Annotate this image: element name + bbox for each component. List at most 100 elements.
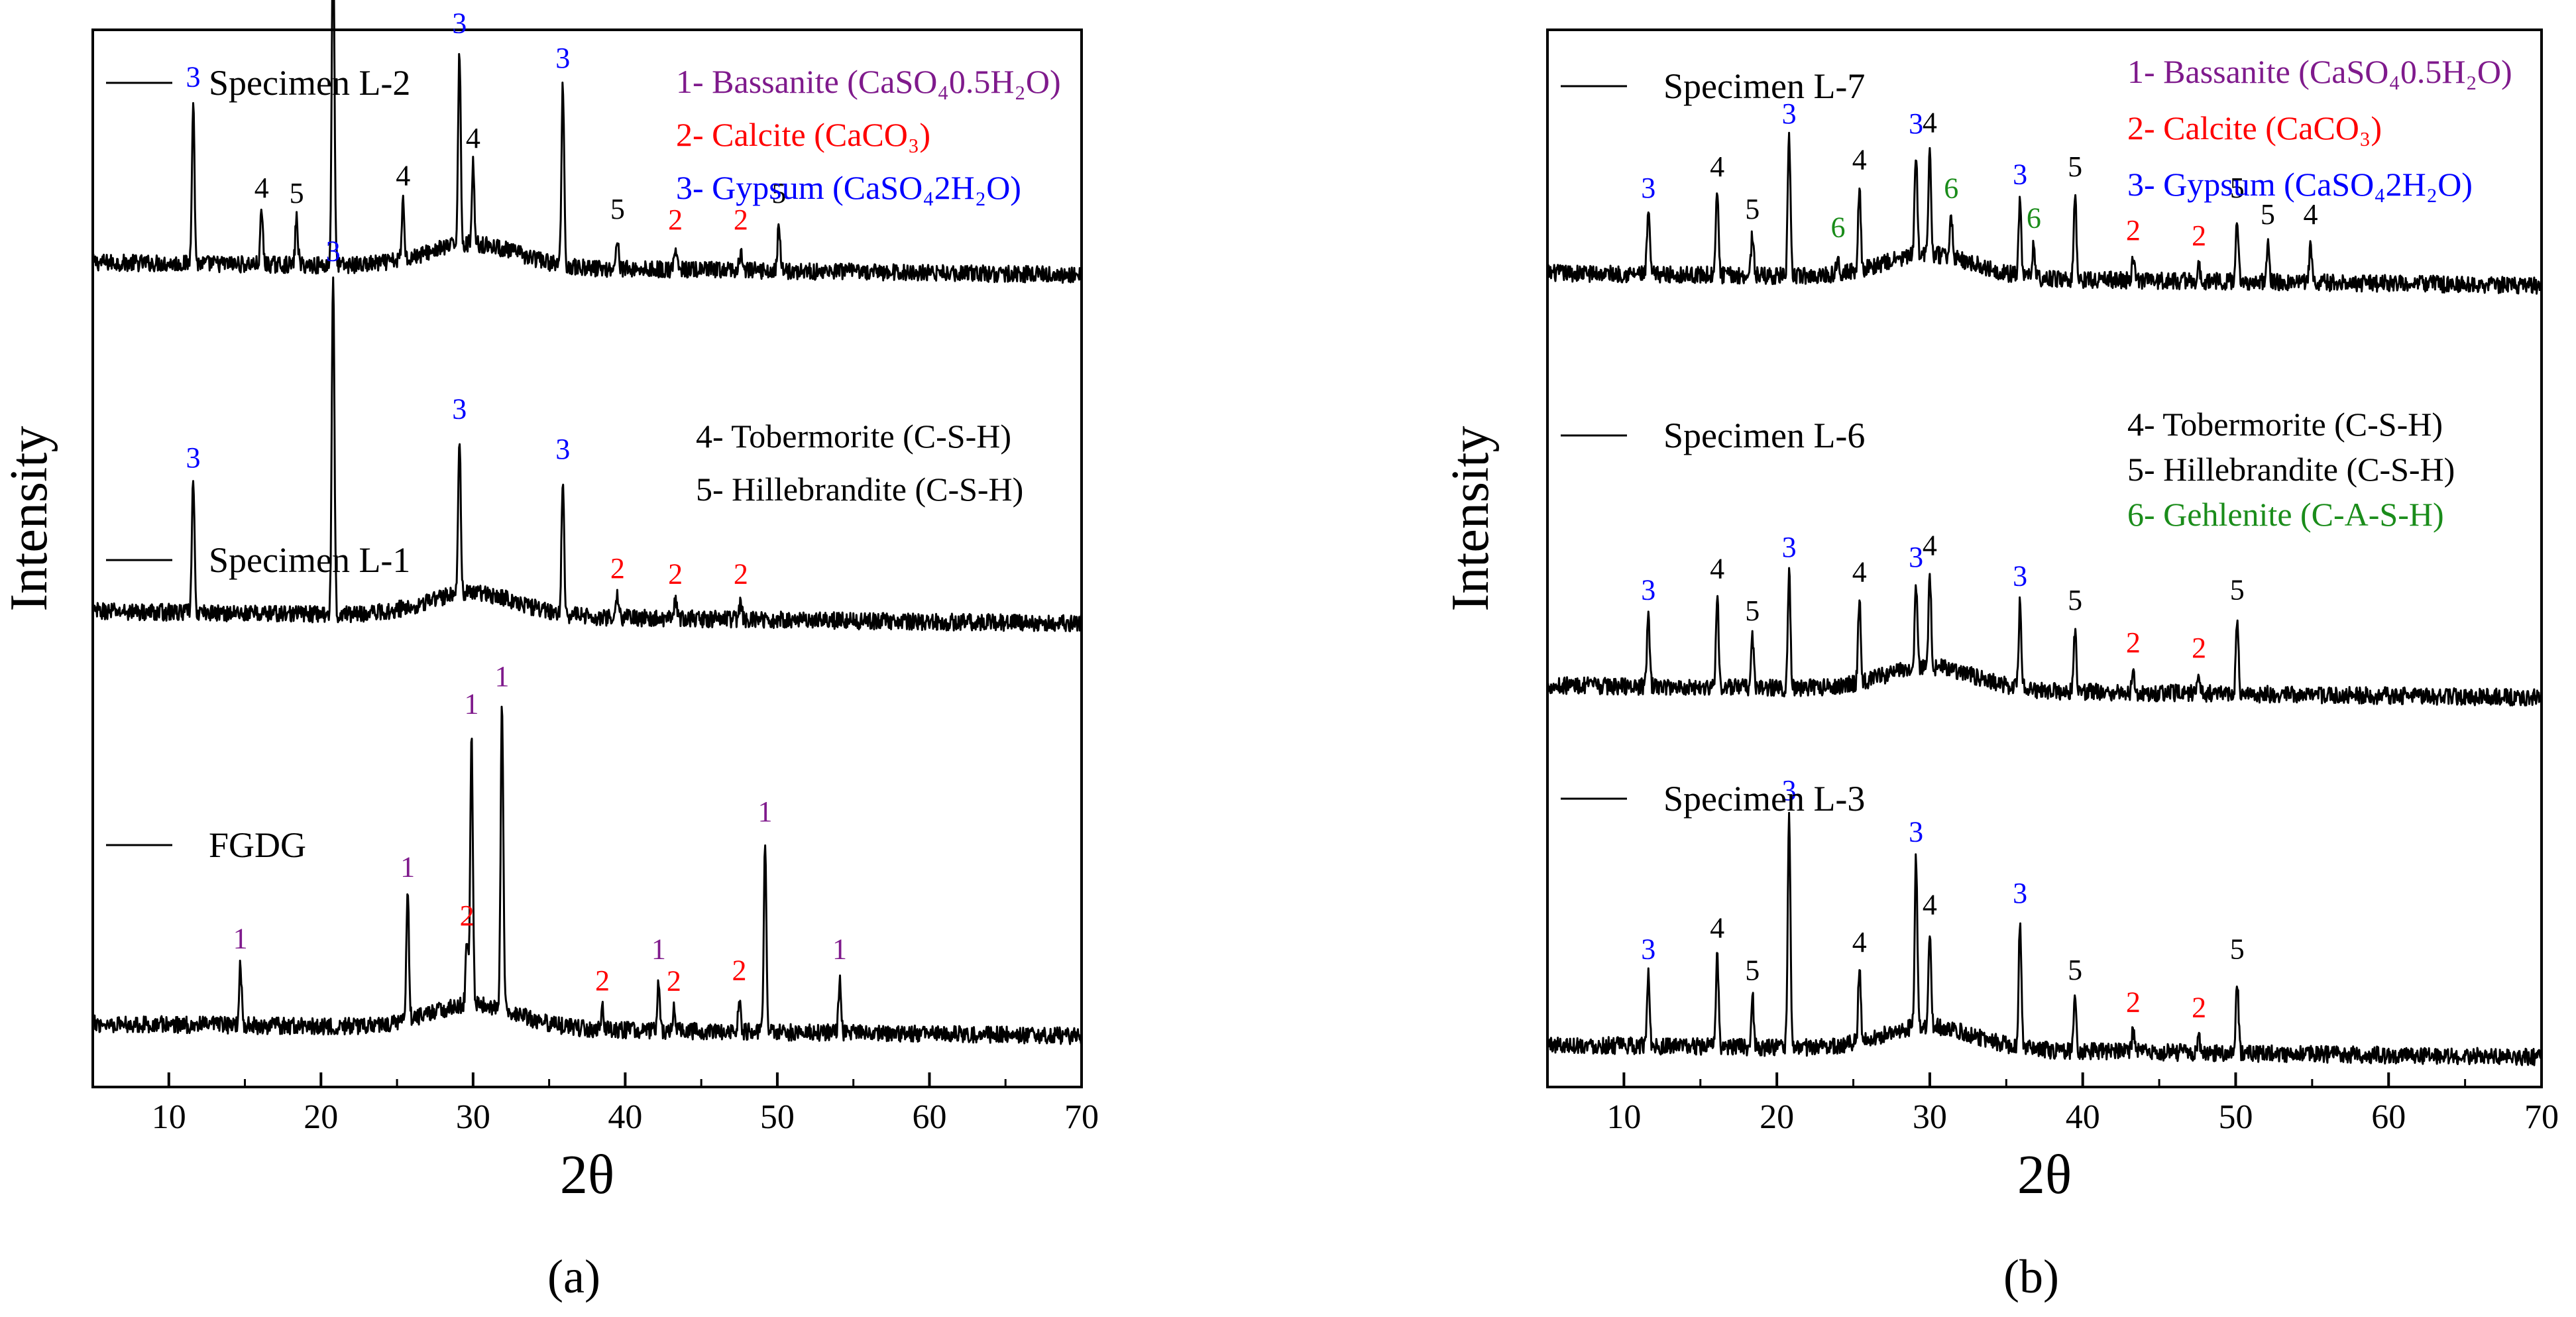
x-tick-label: 70 xyxy=(1064,1098,1099,1136)
peak-label: 1 xyxy=(758,795,773,828)
peak-label: 5 xyxy=(2230,573,2245,606)
series-legend-label: Specimen L-1 xyxy=(209,540,410,580)
peak-label: 3 xyxy=(1909,541,1923,573)
peak-label: 2 xyxy=(460,899,475,932)
x-tick-label: 30 xyxy=(1913,1098,1947,1136)
phase-legend-item: 2- Calcite (CaCO₃) xyxy=(676,116,930,153)
peak-label: 5 xyxy=(1745,193,1760,225)
peak-label: 2 xyxy=(732,954,747,986)
xrd-trace xyxy=(91,0,1083,284)
peak-label: 3 xyxy=(2013,877,2027,909)
phase-legend-item: 3- Gypsum (CaSO₄2H₂O) xyxy=(2127,166,2473,203)
phase-legend-item: 5- Hillebrandite (C-S-H) xyxy=(696,471,1023,508)
peak-label: 4 xyxy=(2304,198,2318,231)
peak-label: 2 xyxy=(2192,632,2206,664)
peak-label: 5 xyxy=(2068,584,2082,616)
peak-label: 5 xyxy=(1745,954,1760,986)
series-legend-label: FGDG xyxy=(209,825,306,865)
peak-label: 2 xyxy=(667,964,681,997)
x-tick-label: 50 xyxy=(760,1098,795,1136)
peak-label: 3 xyxy=(186,61,200,93)
peak-label: 6 xyxy=(1830,211,1845,243)
peak-label: 1 xyxy=(832,933,847,966)
peak-label: 5 xyxy=(2230,933,2245,966)
peak-label: 3 xyxy=(1641,933,1655,966)
peak-label: 5 xyxy=(290,177,304,209)
plot-frame xyxy=(91,29,1083,1088)
peak-label: 4 xyxy=(1923,106,1937,139)
peak-label: 2 xyxy=(2192,991,2206,1023)
x-tick-label: 20 xyxy=(304,1098,338,1136)
panel-label: (b) xyxy=(2003,1250,2059,1303)
peak-label: 3 xyxy=(326,235,341,268)
peak-label: 3 xyxy=(1909,815,1923,848)
x-axis-label: 2θ xyxy=(560,1144,614,1206)
xrd-trace xyxy=(1546,131,2543,295)
peak-label: 4 xyxy=(254,172,269,204)
peak-label: 5 xyxy=(771,177,786,209)
series-legend-label: Specimen L-7 xyxy=(1663,66,1865,106)
xrd-trace xyxy=(91,276,1083,632)
x-tick-label: 60 xyxy=(2371,1098,2406,1136)
series-legend-label: Specimen L-6 xyxy=(1663,416,1865,455)
peak-label: 2 xyxy=(2192,219,2206,252)
peak-label: 5 xyxy=(2068,150,2082,183)
peak-label: 1 xyxy=(651,933,666,966)
peak-label: 5 xyxy=(610,193,625,225)
phase-legend-item: 1- Bassanite (CaSO₄0.5H₂O) xyxy=(2127,53,2512,90)
xrd-trace xyxy=(1546,567,2542,707)
peak-label: 4 xyxy=(396,160,410,192)
peak-label: 5 xyxy=(2068,954,2082,986)
peak-label: 2 xyxy=(668,557,683,590)
peak-label: 3 xyxy=(186,441,200,474)
peak-label: 3 xyxy=(555,433,570,465)
peak-label: 4 xyxy=(1852,556,1867,589)
peak-label: 3 xyxy=(1641,573,1655,606)
peak-label: 5 xyxy=(2261,198,2275,231)
plot-frame xyxy=(1546,29,2543,1088)
peak-label: 3 xyxy=(1782,774,1797,807)
peak-label: 5 xyxy=(1745,595,1760,627)
series-legend-label: Specimen L-2 xyxy=(209,63,410,103)
x-tick-label: 40 xyxy=(2066,1098,2100,1136)
y-axis-label: Intensity xyxy=(0,426,58,612)
x-tick-label: 60 xyxy=(912,1098,946,1136)
phase-legend-item: 4- Tobermorite (C-S-H) xyxy=(696,418,1011,455)
x-tick-label: 40 xyxy=(608,1098,642,1136)
phase-legend-item: 1- Bassanite (CaSO₄0.5H₂O) xyxy=(676,63,1061,100)
xrd-trace xyxy=(91,705,1083,1045)
peak-label: 4 xyxy=(1923,889,1937,921)
phase-legend-item: 2- Calcite (CaCO₃) xyxy=(2127,109,2382,146)
x-tick-label: 10 xyxy=(152,1098,186,1136)
peak-label: 4 xyxy=(466,122,480,154)
panel-label: (a) xyxy=(547,1250,600,1303)
peak-label: 4 xyxy=(1710,912,1724,945)
peak-label: 4 xyxy=(1710,552,1724,585)
x-axis-label: 2θ xyxy=(2017,1144,2072,1206)
peak-label: 2 xyxy=(595,964,610,997)
x-tick-label: 30 xyxy=(456,1098,490,1136)
peak-label: 3 xyxy=(1909,107,1923,140)
x-tick-label: 70 xyxy=(2524,1098,2559,1136)
peak-label: 3 xyxy=(2013,559,2027,592)
phase-legend-item: 3- Gypsum (CaSO₄2H₂O) xyxy=(676,169,1021,206)
peak-label: 3 xyxy=(555,42,570,74)
peak-label: 6 xyxy=(1944,172,1958,205)
peak-label: 6 xyxy=(2027,201,2041,234)
peak-label: 3 xyxy=(452,7,467,39)
phase-legend-item: 5- Hillebrandite (C-S-H) xyxy=(2127,451,2455,488)
peak-label: 2 xyxy=(610,552,625,585)
panel-a: 102030405060702θIntensity(a)345343435225… xyxy=(0,0,1099,1303)
peak-label: 2 xyxy=(2126,626,2141,659)
peak-label: 2 xyxy=(2126,986,2141,1018)
phase-legend-item: 6- Gehlenite (C-A-S-H) xyxy=(2127,496,2444,533)
x-tick-label: 20 xyxy=(1760,1098,1794,1136)
peak-label: 4 xyxy=(1852,144,1867,176)
peak-label: 5 xyxy=(2230,172,2245,204)
peak-label: 1 xyxy=(400,851,415,884)
y-axis-label: Intensity xyxy=(1441,426,1500,612)
peak-label: 2 xyxy=(734,557,748,590)
